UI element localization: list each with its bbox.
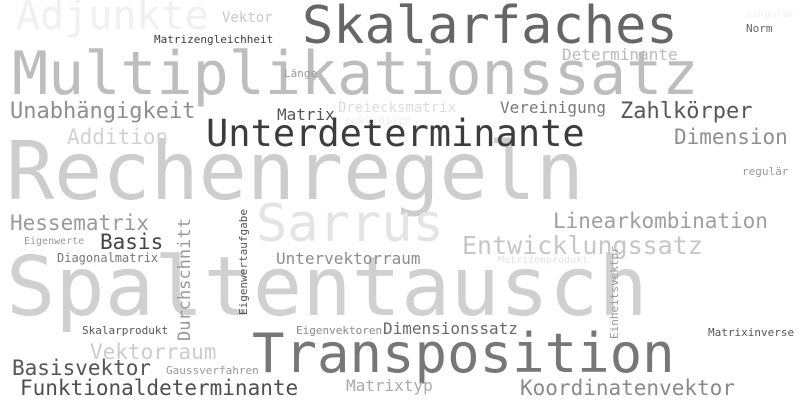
word-eigenwerte: Eigenwerte — [24, 236, 85, 247]
word-transposition: Transposition — [252, 322, 675, 385]
word-zahlkoerper: Zahlkörper — [620, 99, 753, 124]
word-unabhaengigkeit: Unabhängigkeit — [10, 99, 196, 124]
word-norm: Norm — [746, 22, 773, 35]
word-matrix: Matrix — [277, 105, 335, 124]
word-determinante: Determinante — [562, 45, 678, 64]
word-multiplikationssatz: Multiplikationssatz — [12, 39, 699, 109]
word-skalarprodukt: Skalarprodukt — [82, 324, 169, 337]
word-regulaer: regulär — [742, 165, 789, 178]
word-vektorraum: Vektorraum — [90, 340, 217, 364]
word-einheitsvektor: Einheitsvektor — [608, 246, 621, 339]
word-diagonalmatrix: Diagonalmatrix — [57, 251, 159, 265]
word-vereinigung: Vereinigung — [500, 98, 606, 117]
word-adjunkte: Adjunkte — [16, 0, 209, 39]
word-singulaer: singulär — [746, 9, 795, 20]
word-dreiecksmatrix: Dreiecksmatrix — [338, 100, 457, 116]
word-basis: Basis — [100, 230, 164, 254]
word-rechenregeln: Rechenregeln — [6, 125, 584, 218]
word-hessematrix: Hessematrix — [10, 211, 150, 235]
word-entwicklungssatz: Entwicklungssatz — [462, 231, 703, 260]
word-unterdeterminante: Unterdeterminante — [206, 112, 585, 155]
word-dimension: Dimension — [674, 125, 788, 149]
word-spaltentausch: Spaltentausch — [6, 240, 648, 335]
word-matrizenprodukt: Matrizenprodukt — [498, 255, 589, 266]
word-linearkombination: Linearkombination — [553, 209, 768, 233]
word-dimensionssatz: Dimensionssatz — [383, 319, 518, 338]
word-gaussverfahren: Gaussverfahren — [166, 364, 259, 377]
word-sarrus: Sarrus — [256, 194, 444, 254]
word-eigenwertaufgabe: Eigenwertaufgabe — [237, 209, 250, 315]
word-vektor: Vektor — [222, 10, 273, 26]
word-euklidisch: euklidisch — [345, 114, 412, 127]
word-funktionaldeterminante: Funktionaldeterminante — [20, 376, 299, 400]
word-matrixinverse: Matrixinverse — [708, 326, 795, 339]
word-koordinatenvektor: Koordinatenvektor — [520, 376, 735, 400]
word-matrixtyp: Matrixtyp — [346, 376, 433, 395]
word-skalarfaches: Skalarfaches — [302, 0, 678, 56]
word-laenge: Länge — [284, 67, 318, 80]
word-durchschnitt: Durchschnitt — [175, 218, 195, 341]
word-matrizengleichheit: Matrizengleichheit — [154, 33, 274, 46]
word-eigenvektoren: Eigenvektoren — [296, 324, 383, 337]
word-basisvektor: Basisvektor — [12, 356, 152, 380]
word-untervektorraum: Untervektorraum — [276, 249, 421, 268]
word-addition: Addition — [67, 125, 169, 149]
